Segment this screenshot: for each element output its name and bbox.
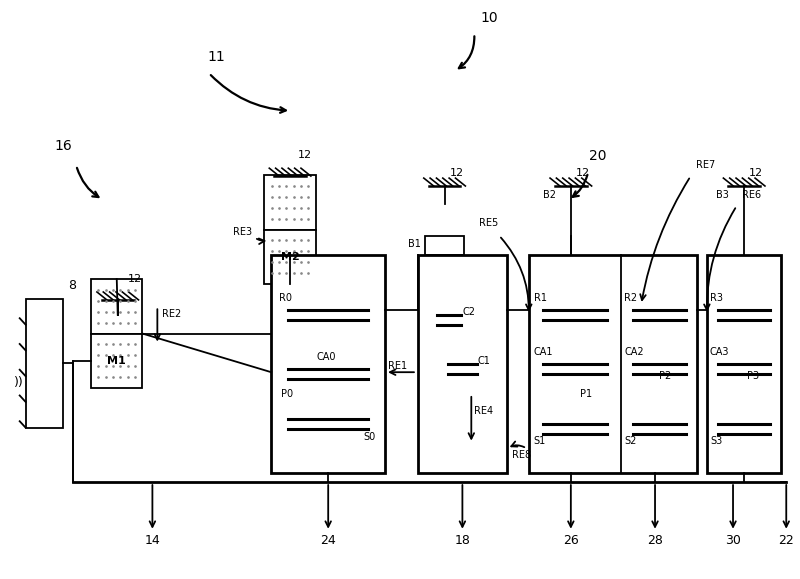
Text: R2: R2 (624, 293, 638, 303)
Text: S2: S2 (624, 435, 637, 445)
Text: CA1: CA1 (534, 347, 554, 357)
Bar (91, 334, 142, 388)
Bar (425, 236, 464, 255)
Text: 14: 14 (145, 533, 160, 547)
Text: 30: 30 (725, 533, 741, 547)
Text: CA2: CA2 (624, 347, 644, 357)
Text: R1: R1 (534, 293, 546, 303)
Text: 12: 12 (576, 168, 590, 178)
Text: 18: 18 (454, 533, 470, 547)
Bar (707, 255, 782, 473)
Text: B2: B2 (543, 190, 556, 200)
Text: R3: R3 (710, 293, 723, 303)
Text: S1: S1 (534, 435, 546, 445)
Text: RE5: RE5 (479, 218, 498, 228)
Text: P1: P1 (580, 389, 592, 399)
Text: RE2: RE2 (162, 309, 182, 319)
Text: 16: 16 (54, 140, 72, 153)
Bar (26, 299, 63, 428)
Bar (91, 279, 142, 334)
Text: B3: B3 (717, 190, 730, 200)
Text: B1: B1 (408, 239, 421, 250)
Text: 22: 22 (778, 533, 794, 547)
Text: RE6: RE6 (742, 190, 761, 200)
Text: S3: S3 (710, 435, 722, 445)
Bar (271, 255, 385, 473)
Text: RE8: RE8 (512, 450, 531, 460)
Text: 28: 28 (647, 533, 663, 547)
Text: CA0: CA0 (317, 352, 336, 362)
Text: 12: 12 (749, 168, 763, 178)
Text: RE7: RE7 (696, 160, 715, 170)
Bar (418, 255, 507, 473)
Text: 24: 24 (320, 533, 336, 547)
Text: 10: 10 (480, 10, 498, 24)
Text: M2: M2 (281, 252, 299, 262)
Text: S0: S0 (363, 431, 375, 442)
Text: 12: 12 (128, 274, 142, 284)
Text: RE4: RE4 (474, 406, 494, 416)
Text: 8: 8 (68, 279, 76, 292)
Text: 11: 11 (208, 50, 226, 64)
Text: P3: P3 (747, 371, 759, 381)
Text: 26: 26 (563, 533, 578, 547)
Text: M1: M1 (107, 356, 126, 366)
Text: P0: P0 (281, 389, 294, 399)
Bar (529, 255, 697, 473)
Bar (264, 230, 316, 284)
Text: 12: 12 (298, 151, 312, 160)
Text: RE3: RE3 (233, 226, 252, 237)
Text: C2: C2 (463, 307, 476, 317)
Text: CA3: CA3 (710, 347, 730, 357)
Text: P2: P2 (659, 371, 671, 381)
Bar (264, 175, 316, 230)
Text: 12: 12 (450, 168, 464, 178)
Text: )): )) (14, 376, 24, 389)
Text: 20: 20 (590, 149, 607, 163)
Text: R0: R0 (279, 293, 292, 303)
Text: C1: C1 (478, 356, 490, 367)
Text: RE1: RE1 (388, 361, 407, 371)
